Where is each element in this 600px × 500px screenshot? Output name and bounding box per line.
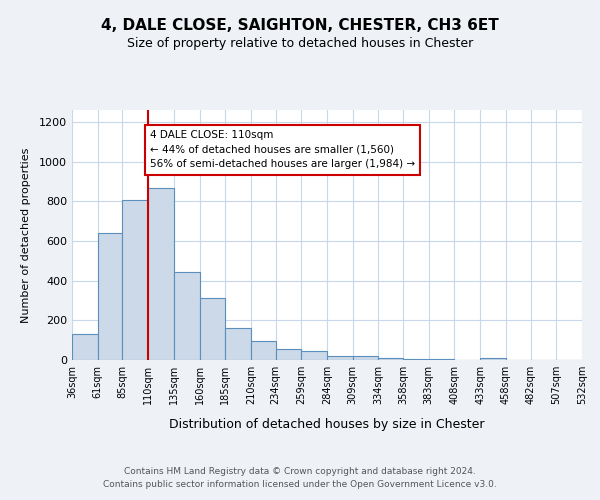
Bar — [403, 359, 429, 360]
Bar — [251, 341, 275, 360]
Text: Contains HM Land Registry data © Crown copyright and database right 2024.: Contains HM Land Registry data © Crown c… — [124, 467, 476, 476]
Bar — [429, 359, 455, 360]
Bar — [98, 233, 122, 360]
Bar — [174, 272, 199, 360]
Bar — [72, 334, 98, 360]
Text: 4, DALE CLOSE, SAIGHTON, CHESTER, CH3 6ET: 4, DALE CLOSE, SAIGHTON, CHESTER, CH3 6E… — [101, 18, 499, 32]
Bar — [480, 358, 506, 360]
Bar — [122, 200, 148, 360]
X-axis label: Distribution of detached houses by size in Chester: Distribution of detached houses by size … — [169, 418, 485, 431]
Bar — [148, 188, 174, 360]
Bar — [327, 356, 353, 360]
Text: Contains public sector information licensed under the Open Government Licence v3: Contains public sector information licen… — [103, 480, 497, 489]
Bar — [301, 351, 327, 360]
Text: 4 DALE CLOSE: 110sqm
← 44% of detached houses are smaller (1,560)
56% of semi-de: 4 DALE CLOSE: 110sqm ← 44% of detached h… — [150, 130, 415, 170]
Bar — [275, 349, 301, 360]
Bar — [225, 328, 251, 360]
Bar — [379, 358, 403, 360]
Bar — [353, 356, 379, 360]
Y-axis label: Number of detached properties: Number of detached properties — [20, 148, 31, 322]
Text: Size of property relative to detached houses in Chester: Size of property relative to detached ho… — [127, 38, 473, 51]
Bar — [199, 298, 225, 360]
